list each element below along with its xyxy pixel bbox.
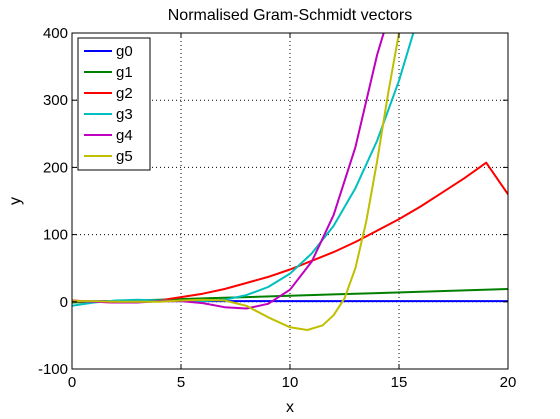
chart-title: Normalised Gram-Schmidt vectors bbox=[168, 7, 413, 24]
y-tick-label: 400 bbox=[43, 25, 68, 42]
series-line-g3 bbox=[72, 33, 434, 307]
series-group bbox=[72, 33, 508, 331]
legend-label-g5: g5 bbox=[116, 148, 133, 165]
x-tick-label: 10 bbox=[282, 374, 299, 391]
x-tick-label: 5 bbox=[177, 374, 185, 391]
y-axis-label: y bbox=[7, 197, 24, 205]
y-tick-label: 200 bbox=[43, 159, 68, 176]
legend-label-g0: g0 bbox=[116, 43, 133, 60]
series-line-g5 bbox=[72, 33, 400, 331]
y-tick-label: 300 bbox=[43, 92, 68, 109]
x-tick-label: 0 bbox=[68, 374, 76, 391]
ticks bbox=[71, 32, 509, 370]
legend-label-g1: g1 bbox=[116, 64, 133, 81]
legend-label-g4: g4 bbox=[116, 127, 133, 144]
y-tick-label: 0 bbox=[60, 294, 68, 311]
legend: g0 g1 g2 g3 g4 g5 bbox=[77, 37, 151, 171]
x-tick-label: 15 bbox=[391, 374, 408, 391]
y-tick-label: -100 bbox=[38, 361, 68, 378]
y-tick-label: 100 bbox=[43, 227, 68, 244]
x-axis-label: x bbox=[286, 399, 294, 416]
legend-label-g2: g2 bbox=[116, 85, 133, 102]
x-tick-label: 20 bbox=[500, 374, 517, 391]
legend-label-g3: g3 bbox=[116, 106, 133, 123]
legend-box bbox=[77, 37, 151, 171]
